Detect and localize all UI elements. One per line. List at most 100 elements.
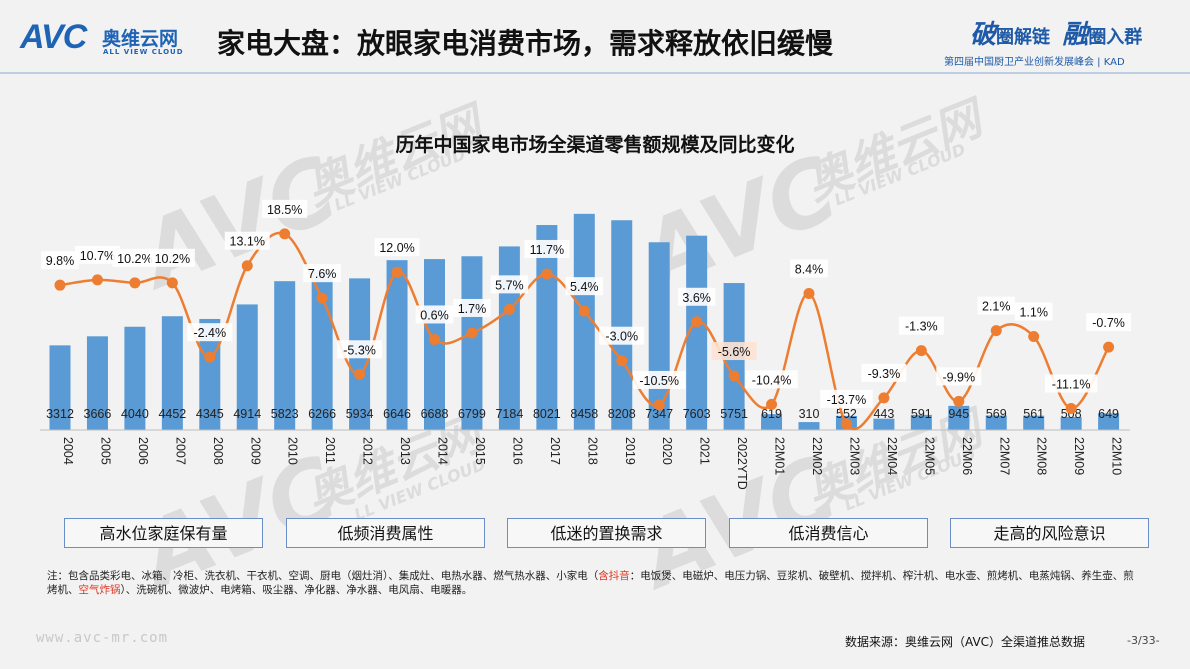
yoy-label-bg-2006 xyxy=(112,248,158,267)
footnote: 注：包含品类彩电、冰箱、冷柜、洗衣机、干衣机、空调、厨电（烟灶消）、集成灶、电热… xyxy=(47,569,1142,597)
yoy-label-2006: 10.2% xyxy=(117,252,152,266)
data-source: 数据来源：奥维云网（AVC）全渠道推总数据 xyxy=(845,635,1086,649)
yoy-label-22M08: 1.1% xyxy=(1019,306,1048,320)
yoy-label-bg-2015 xyxy=(453,298,491,317)
yoy-label-bg-22M07 xyxy=(977,296,1016,315)
yoy-label-bg-22M01 xyxy=(745,370,798,389)
bar-2015 xyxy=(461,256,483,430)
x-tick-2016: 2016 xyxy=(510,437,524,465)
yoy-point-2011 xyxy=(316,292,328,304)
yoy-label-bg-2009 xyxy=(224,231,270,250)
yoy-label-bg-2021 xyxy=(677,287,716,306)
bar-2007 xyxy=(161,316,183,430)
yoy-point-2006 xyxy=(129,277,141,289)
yoy-label-2007: 10.2% xyxy=(155,252,190,266)
bar-22M09 xyxy=(1060,417,1082,430)
x-tick-22M02: 22M02 xyxy=(810,437,824,475)
yoy-label-2009: 13.1% xyxy=(230,235,265,249)
yoy-label-bg-2013 xyxy=(374,238,420,257)
bar-label-22M07: 569 xyxy=(986,407,1007,421)
note-red-1: 含抖音 xyxy=(598,570,630,582)
x-tick-22M01: 22M01 xyxy=(773,437,787,475)
yoy-label-22M02: 8.4% xyxy=(795,262,824,276)
x-tick-22M03: 22M03 xyxy=(847,437,861,475)
bar-label-2012: 5934 xyxy=(346,407,374,421)
yoy-label-22M04: -9.3% xyxy=(868,367,901,381)
bar-2008 xyxy=(199,318,221,430)
x-tick-2005: 2005 xyxy=(98,437,112,465)
yoy-label-2010: 18.5% xyxy=(267,203,302,217)
bar-label-22M01: 619 xyxy=(761,407,782,421)
yoy-label-2020: -10.5% xyxy=(639,374,679,388)
yoy-label-2021: 3.6% xyxy=(682,291,711,305)
logo-en-text: ALL VIEW CLOUD xyxy=(103,48,184,56)
bar-22M02 xyxy=(798,422,820,430)
event-slogan: 破圈解链 融圈入群 xyxy=(970,14,1142,51)
bar-label-2007: 4452 xyxy=(158,407,186,421)
x-tick-2015: 2015 xyxy=(473,437,487,465)
yoy-point-2010 xyxy=(279,228,291,240)
bar-label-2010: 5823 xyxy=(271,407,299,421)
yoy-point-22M05 xyxy=(915,345,927,357)
bar-label-22M06: 945 xyxy=(948,407,969,421)
factor-box-1: 高水位家庭保有量 xyxy=(64,518,263,548)
yoy-label-bg-2011 xyxy=(303,264,341,283)
bar-2021 xyxy=(686,235,708,430)
yoy-label-2017: 11.7% xyxy=(530,243,565,257)
bar-label-22M02: 310 xyxy=(799,407,820,421)
yoy-label-2011: 7.6% xyxy=(308,267,337,281)
bar-22M04 xyxy=(873,418,895,430)
header-divider xyxy=(0,72,1190,74)
yoy-label-bg-2022YTD xyxy=(711,342,757,361)
bar-label-22M05: 591 xyxy=(911,407,932,421)
header: AVC 奥维云网 ALL VIEW CLOUD 家电大盘：放眼家电消费市场，需求… xyxy=(0,0,1190,74)
bar-label-22M10: 649 xyxy=(1098,407,1119,421)
yoy-label-bg-2020 xyxy=(633,370,686,389)
page-number: -3/33- xyxy=(1127,634,1160,647)
yoy-point-2009 xyxy=(241,260,253,272)
bar-label-22M09: 508 xyxy=(1061,407,1082,421)
yoy-label-2022YTD: -5.6% xyxy=(718,345,751,359)
factor-box-3: 低迷的置换需求 xyxy=(507,518,706,548)
factor-boxes: 高水位家庭保有量 低频消费属性 低迷的置换需求 低消费信心 走高的风险意识 xyxy=(64,518,1154,552)
yoy-point-2013 xyxy=(391,266,403,278)
yoy-label-22M05: -1.3% xyxy=(905,320,938,334)
yoy-label-bg-22M09 xyxy=(1044,374,1098,393)
yoy-point-22M01 xyxy=(766,398,778,410)
yoy-point-22M07 xyxy=(990,325,1002,337)
bar-2016 xyxy=(498,246,520,430)
logo-cn-text: 奥维云网 xyxy=(102,28,179,50)
x-tick-22M08: 22M08 xyxy=(1035,437,1049,475)
bar-label-2020: 7347 xyxy=(645,407,673,421)
x-tick-2020: 2020 xyxy=(660,437,674,465)
yoy-point-22M03 xyxy=(840,418,852,430)
bar-label-2015: 6799 xyxy=(458,407,486,421)
x-tick-2014: 2014 xyxy=(436,437,450,465)
bar-22M01 xyxy=(761,414,783,430)
yoy-label-2016: 5.7% xyxy=(495,278,524,292)
bar-2013 xyxy=(386,260,408,430)
x-tick-2011: 2011 xyxy=(323,437,337,464)
yoy-label-22M09: -11.1% xyxy=(1052,377,1091,391)
yoy-label-bg-2018 xyxy=(565,277,604,296)
x-tick-22M09: 22M09 xyxy=(1072,437,1086,475)
bar-label-2014: 6688 xyxy=(421,407,449,421)
yoy-label-2013: 12.0% xyxy=(379,241,414,255)
note-part-2: ：电饭煲、电磁炉、电压力锅、豆浆机、破壁机、搅拌机、榨汁机、电水壶、煎烤机、电蒸… xyxy=(47,570,1134,596)
yoy-label-bg-2012 xyxy=(337,340,383,359)
bar-22M08 xyxy=(1023,415,1045,430)
yoy-label-2004: 9.8% xyxy=(46,254,75,268)
yoy-point-22M02 xyxy=(803,287,815,299)
bar-22M10 xyxy=(1098,413,1120,430)
yoy-point-2020 xyxy=(653,399,665,411)
bar-label-2021: 7603 xyxy=(683,407,711,421)
slogan-text-2: 圈入群 xyxy=(1088,27,1143,48)
yoy-label-22M06: -9.9% xyxy=(942,370,975,384)
bar-label-22M04: 443 xyxy=(873,407,894,421)
x-tick-2022YTD: 2022YTD xyxy=(735,437,749,490)
yoy-point-2004 xyxy=(54,279,66,291)
yoy-label-22M03: -13.7% xyxy=(827,393,867,407)
yoy-point-22M09 xyxy=(1065,402,1077,414)
yoy-point-2017 xyxy=(541,268,553,280)
x-tick-2018: 2018 xyxy=(585,437,599,465)
